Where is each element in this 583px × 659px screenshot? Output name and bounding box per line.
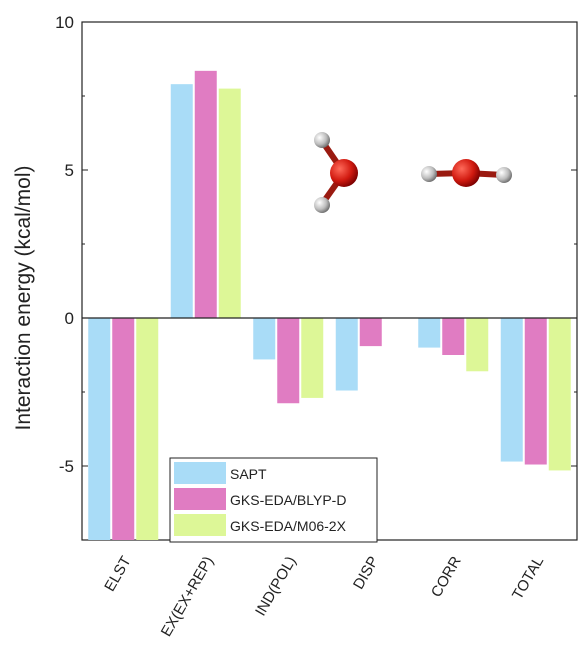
x-category-label: EX(EX+REP) bbox=[158, 554, 218, 640]
x-category-label: ELST bbox=[101, 554, 134, 595]
bar-SAPT-TOTAL bbox=[500, 318, 523, 462]
y-tick-label: -5 bbox=[59, 457, 74, 476]
y-tick-label: 10 bbox=[55, 13, 74, 32]
bars-group bbox=[88, 70, 571, 540]
x-category-label: TOTAL bbox=[509, 554, 547, 603]
legend-swatch bbox=[174, 514, 226, 536]
bar-GKS-EDA/M06-2X-IND(POL) bbox=[301, 318, 324, 398]
bar-SAPT-CORR bbox=[418, 318, 441, 348]
bar-GKS-EDA/M06-2X-CORR bbox=[466, 318, 489, 372]
bar-SAPT-DISP bbox=[335, 318, 358, 391]
x-category-label: CORR bbox=[428, 553, 465, 600]
bar-GKS-EDA/BLYP-D-ELST bbox=[112, 318, 135, 540]
legend-label: GKS-EDA/M06-2X bbox=[230, 518, 347, 534]
legend-swatch bbox=[174, 488, 226, 510]
bar-GKS-EDA/BLYP-D-IND(POL) bbox=[277, 318, 300, 404]
bar-GKS-EDA/M06-2X-TOTAL bbox=[548, 318, 571, 471]
legend-label: SAPT bbox=[230, 466, 267, 482]
bar-GKS-EDA/M06-2X-EX(EX+REP) bbox=[218, 88, 241, 318]
bar-GKS-EDA/BLYP-D-DISP bbox=[359, 318, 382, 347]
bar-SAPT-ELST bbox=[88, 318, 111, 540]
legend: SAPT GKS-EDA/BLYP-D GKS-EDA/M06-2X bbox=[169, 457, 378, 543]
water-dimer-icon bbox=[314, 132, 512, 213]
x-axis-category-labels: ELST EX(EX+REP) IND(POL) DISP CORR TOTAL bbox=[101, 553, 547, 639]
legend-label: GKS-EDA/BLYP-D bbox=[230, 492, 346, 508]
x-category-label: IND(POL) bbox=[252, 554, 300, 620]
bar-SAPT-IND(POL) bbox=[253, 318, 276, 360]
bar-GKS-EDA/BLYP-D-TOTAL bbox=[524, 318, 547, 465]
legend-swatch bbox=[174, 462, 226, 484]
bar-SAPT-EX(EX+REP) bbox=[170, 84, 193, 318]
bar-GKS-EDA/M06-2X-ELST bbox=[136, 318, 159, 540]
y-axis-title: Interaction energy (kcal/mol) bbox=[12, 166, 35, 431]
y-tick-label: 0 bbox=[65, 309, 74, 328]
x-category-label: DISP bbox=[350, 554, 382, 593]
bar-GKS-EDA/BLYP-D-EX(EX+REP) bbox=[194, 70, 217, 318]
y-axis-ticks: -5 0 5 10 bbox=[55, 13, 577, 541]
y-tick-label: 5 bbox=[65, 161, 74, 180]
bar-GKS-EDA/BLYP-D-CORR bbox=[442, 318, 465, 355]
